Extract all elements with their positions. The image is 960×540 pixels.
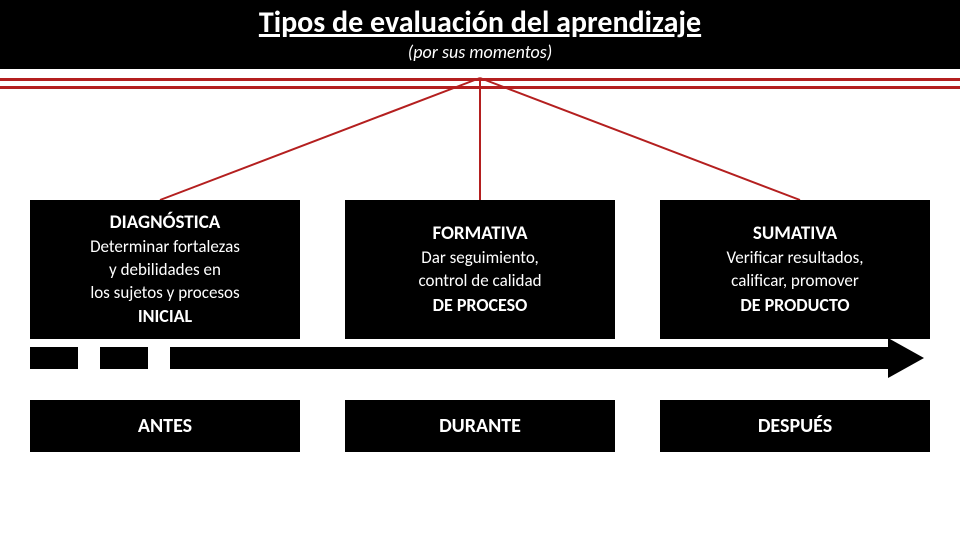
header-bar: Tipos de evaluación del aprendizaje (por… <box>0 0 960 69</box>
branch-lines <box>0 72 960 212</box>
label-durante: DURANTE <box>345 400 615 452</box>
timeline-labels-row: ANTES DURANTE DESPUÉS <box>0 400 960 452</box>
box-desc: Dar seguimiento,control de calidad <box>351 247 609 293</box>
box-title: FORMATIVA <box>351 221 609 247</box>
box-sumativa: SUMATIVA Verificar resultados,calificar,… <box>660 200 930 339</box>
box-footer: INICIAL <box>36 304 294 328</box>
arrow-dash-1 <box>30 347 78 369</box>
timeline-arrow <box>30 338 930 378</box>
page-subtitle: (por sus momentos) <box>0 41 960 67</box>
info-boxes-row: DIAGNÓSTICA Determinar fortalezasy debil… <box>0 200 960 339</box>
box-formativa: FORMATIVA Dar seguimiento,control de cal… <box>345 200 615 339</box>
arrow-dash-2 <box>100 347 148 369</box>
box-footer: DE PROCESO <box>351 293 609 317</box>
box-desc: Verificar resultados,calificar, promover <box>666 247 924 293</box>
box-diagnostica: DIAGNÓSTICA Determinar fortalezasy debil… <box>30 200 300 339</box>
box-desc: Determinar fortalezasy debilidades enlos… <box>36 236 294 305</box>
box-title: SUMATIVA <box>666 221 924 247</box>
label-despues: DESPUÉS <box>660 400 930 452</box>
page-title: Tipos de evaluación del aprendizaje <box>0 4 960 41</box>
label-antes: ANTES <box>30 400 300 452</box>
arrow-head-icon <box>888 338 924 378</box>
arrow-body <box>170 347 890 369</box>
box-title: DIAGNÓSTICA <box>36 210 294 236</box>
box-footer: DE PRODUCTO <box>666 293 924 317</box>
branch-left <box>160 78 480 200</box>
branch-right <box>480 78 800 200</box>
